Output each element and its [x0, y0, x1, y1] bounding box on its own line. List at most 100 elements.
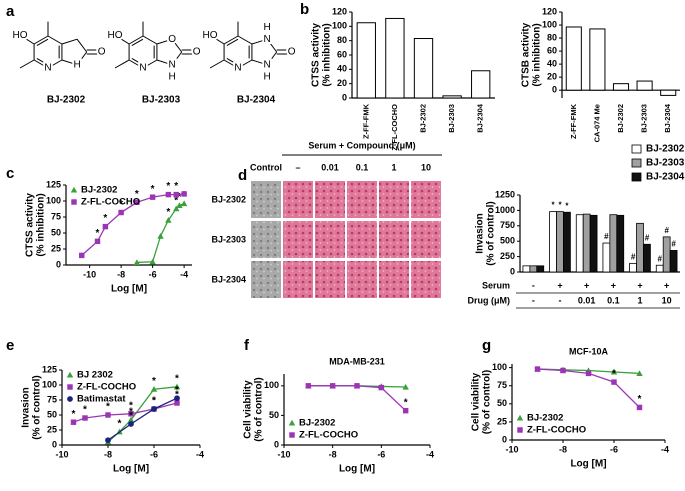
marker — [67, 396, 73, 402]
y-axis-label: Cell viability — [471, 372, 482, 431]
legend-label: BJ-2304 — [646, 172, 685, 183]
bar — [636, 222, 644, 273]
y-axis-label: (% inhibition) — [532, 23, 543, 86]
bar — [643, 243, 651, 273]
marker — [105, 437, 111, 444]
point-annotation: * — [166, 207, 170, 218]
atom-label: N — [139, 63, 146, 74]
marker — [165, 191, 172, 198]
legend-label: BJ-2302 — [299, 418, 335, 429]
row-value: 0.01 — [578, 295, 596, 305]
atom-label: H — [169, 71, 176, 82]
bar — [582, 213, 591, 273]
y-tick-label: 50 — [51, 227, 61, 237]
bond — [61, 38, 78, 45]
marker — [133, 259, 141, 265]
bar-annotation: * — [558, 201, 562, 210]
marker — [289, 432, 295, 438]
marker — [165, 217, 172, 223]
y-tick-label: 0 — [52, 439, 57, 449]
x-axis-label: Log [M] — [570, 459, 606, 470]
column-label: 1 — [391, 162, 396, 172]
row-label: BJ-2302 — [211, 194, 246, 204]
point-annotation: * — [72, 409, 76, 420]
x-tick-label: -4 — [180, 269, 188, 279]
atom-label: N — [44, 63, 51, 74]
marker — [378, 384, 385, 391]
y-tick-label: 1250 — [495, 189, 515, 199]
marker — [636, 404, 643, 411]
row-value: - — [532, 295, 535, 305]
atom-label: HO — [108, 30, 123, 41]
x-tick-label: -6 — [377, 449, 385, 459]
panel-label: e — [6, 337, 14, 354]
y-tick-label: 75 — [51, 211, 61, 221]
bond — [131, 57, 144, 66]
bar — [612, 83, 630, 91]
bond — [156, 59, 173, 66]
marker — [180, 200, 188, 207]
y-tick-label: 0 — [552, 85, 557, 95]
legend-label: Z-FL-COCHO — [81, 197, 140, 208]
bar — [442, 95, 462, 99]
marker — [174, 400, 180, 406]
y-axis-label: (% of control) — [482, 370, 493, 434]
marker — [305, 383, 312, 389]
micrograph — [411, 261, 441, 298]
micrograph — [411, 181, 441, 218]
point-annotation: * — [83, 405, 87, 416]
y-axis-label: (% inhibition) — [36, 193, 47, 256]
row-value: - — [559, 295, 562, 305]
y-tick-label: 0 — [510, 266, 515, 276]
y-tick-label: 20 — [337, 78, 347, 88]
marker — [79, 252, 85, 259]
atom-label: O — [168, 34, 176, 45]
point-annotation: * — [135, 189, 139, 200]
bond — [114, 59, 130, 69]
row-label: BJ-2304 — [211, 274, 246, 284]
row-value: - — [532, 280, 535, 290]
bar-annotation: # — [664, 226, 669, 235]
atom-label: N — [169, 59, 176, 70]
row-value: 0.1 — [607, 295, 620, 305]
legend-label: Z-FL-COCHO — [527, 425, 586, 436]
y-tick-label: 20 — [547, 72, 557, 82]
bar — [385, 17, 405, 99]
y-tick-label: 40 — [337, 64, 347, 74]
point-annotation: * — [175, 390, 179, 401]
point-annotation: * — [119, 199, 123, 210]
point-annotation: * — [174, 181, 178, 192]
bond — [61, 59, 78, 66]
y-axis-label: Invasion — [475, 213, 486, 254]
bar — [616, 214, 625, 273]
marker — [517, 427, 523, 433]
legend-label: BJ-2302 — [527, 413, 563, 424]
marker — [149, 194, 156, 200]
bar-annotation: # — [671, 240, 676, 249]
micrograph — [379, 221, 409, 258]
point-annotation: * — [152, 376, 156, 387]
marker — [610, 368, 618, 375]
bar — [536, 265, 545, 273]
column-label: 0.01 — [321, 162, 339, 172]
legend-label: Batimastat — [77, 394, 126, 405]
atom-label: N — [234, 63, 241, 74]
bar — [660, 89, 677, 96]
micrograph — [315, 261, 345, 298]
y-tick-label: 120 — [542, 6, 557, 16]
row-value: 10 — [662, 295, 672, 305]
marker — [127, 416, 135, 423]
x-tick-label: BJ-2304 — [663, 103, 672, 133]
panel-label: b — [300, 1, 309, 18]
bond — [266, 38, 278, 53]
row-label: BJ-2303 — [211, 234, 246, 244]
y-tick-label: 750 — [500, 220, 515, 230]
legend-label: BJ-2303 — [646, 158, 685, 169]
bar — [529, 265, 538, 273]
y-tick-label: 25 — [47, 424, 57, 434]
row-value: + — [637, 280, 642, 290]
micrograph — [379, 261, 409, 298]
y-tick-label: 100 — [42, 379, 57, 389]
bar-annotation: # — [658, 254, 663, 263]
